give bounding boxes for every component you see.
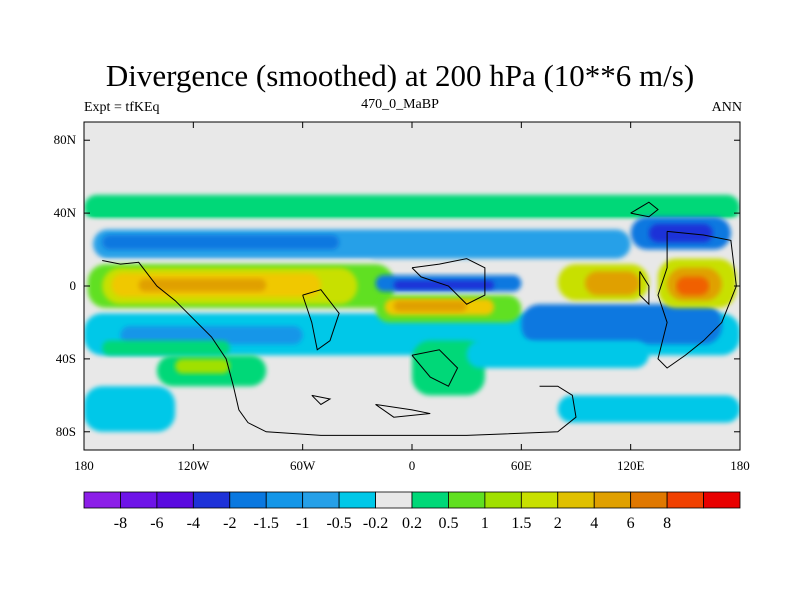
colorbar-swatch <box>520 491 559 509</box>
colorbar-swatch <box>411 491 449 509</box>
experiment-label: Expt = tfKEq <box>84 100 160 115</box>
field-region-21 <box>393 300 467 312</box>
colorbar-label: 8 <box>663 515 671 532</box>
colorbar-swatch <box>192 491 231 509</box>
lon-tick-label: 60W <box>290 458 316 473</box>
colorbar-swatch <box>448 491 486 509</box>
colorbar-label: -4 <box>187 515 200 532</box>
field-region-23 <box>393 280 494 290</box>
lon-tick-label: 180 <box>74 458 94 473</box>
colorbar-label: -6 <box>150 515 163 532</box>
lat-tick-label: 40S <box>56 351 76 366</box>
colorbar-swatch <box>302 491 340 509</box>
colorbar-swatch <box>265 491 304 509</box>
season-label: ANN <box>711 100 742 115</box>
field-region-10 <box>175 358 230 374</box>
lat-tick-label: 80S <box>56 424 76 439</box>
field-region-1 <box>84 218 740 228</box>
colorbar-label: 2 <box>554 515 562 532</box>
coastlines <box>102 201 737 436</box>
colorbar-swatch <box>593 491 632 509</box>
field-region-25 <box>585 271 640 296</box>
colorbar-label: 1.5 <box>511 515 531 532</box>
plot-title: Divergence (smoothed) at 200 hPa (10**6 … <box>105 58 695 93</box>
colorbar-swatch <box>484 491 522 509</box>
colorbar-swatch <box>338 491 376 509</box>
colorbar-swatch <box>375 491 413 509</box>
colorbar-swatch <box>120 491 158 509</box>
colorbar-label: 0.5 <box>438 515 458 532</box>
colorbar-label: 4 <box>590 515 598 532</box>
coastline-5 <box>311 394 332 406</box>
lon-tick-label: 0 <box>409 458 416 473</box>
colorbar-label: -1 <box>296 515 309 532</box>
coastline-1 <box>302 289 340 351</box>
coastline-8 <box>639 271 650 306</box>
period-label: 470_0_MaBP <box>361 97 439 112</box>
colorbar-label: -8 <box>114 515 127 532</box>
field-region-3 <box>102 234 340 250</box>
colorbar-swatch <box>630 491 668 509</box>
colorbar-swatch <box>666 491 704 509</box>
coastline-6 <box>630 201 659 218</box>
lat-tick-label: 0 <box>70 278 77 293</box>
coastline-0 <box>102 259 577 436</box>
field-region-8 <box>102 340 230 356</box>
coastline-3 <box>411 349 459 387</box>
coastline-7 <box>657 230 737 369</box>
field-region-18 <box>138 278 267 292</box>
lon-tick-label: 120E <box>617 458 645 473</box>
colorbar-swatch <box>83 491 121 509</box>
colorbar-swatch <box>156 491 194 509</box>
colorbar-swatch <box>557 491 595 509</box>
colorbar-label: -2 <box>223 515 236 532</box>
colorbar-label: 6 <box>627 515 635 532</box>
divergence-field <box>84 194 740 432</box>
field-region-14 <box>466 340 649 368</box>
field-region-12 <box>84 386 176 432</box>
coastline-2 <box>411 258 486 305</box>
field-region-7 <box>521 304 722 345</box>
colorbar: -8 -6 -4 -2 -1.5 -1 -0.5 -0.2 0.2 0.5 1 1.5 2 4 6 8 <box>83 491 741 532</box>
colorbar-label: -0.2 <box>363 515 388 532</box>
colorbar-label: 1 <box>481 515 489 532</box>
colorbar-swatch <box>703 491 741 509</box>
field-region-13 <box>557 395 740 423</box>
colorbar-label: 0.2 <box>402 515 422 532</box>
field-region-28 <box>676 276 710 296</box>
colorbar-label: -0.5 <box>326 515 351 532</box>
lat-tick-label: 40N <box>54 205 77 220</box>
lon-tick-label: 180 <box>730 458 750 473</box>
colorbar-swatch <box>229 491 267 509</box>
lat-tick-label: 80N <box>54 132 77 147</box>
field-region-0 <box>84 194 740 221</box>
field-region-6 <box>120 326 303 345</box>
lon-tick-label: 120W <box>177 458 210 473</box>
axis-ticks: 80N 40N 0 40S 80S 180 120W 60W 0 60E 120E 180 <box>54 122 750 473</box>
colorbar-label: -1.5 <box>254 515 279 532</box>
lon-tick-label: 60E <box>511 458 532 473</box>
coastline-4 <box>375 403 431 418</box>
